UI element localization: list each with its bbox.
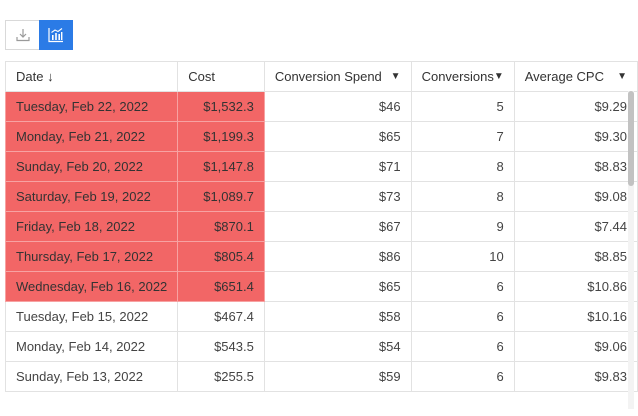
cost-cell: $255.5 xyxy=(177,361,265,392)
toolbar xyxy=(5,20,73,50)
conversion-spend-cell: $46 xyxy=(263,91,412,122)
table-row: Tuesday, Feb 15, 2022 $467.4 $58 6 $10.16 xyxy=(4,301,638,332)
date-cell: Sunday, Feb 13, 2022 xyxy=(4,361,179,392)
date-cell: Saturday, Feb 19, 2022 xyxy=(4,181,179,212)
column-header-conversions[interactable]: Conversions ▼ xyxy=(410,61,515,92)
cost-cell: $1,147.8 xyxy=(177,151,265,182)
average-cpc-cell: $8.85 xyxy=(513,241,638,272)
conversion-spend-cell: $71 xyxy=(263,151,412,182)
table-row: Friday, Feb 18, 2022 $870.1 $67 9 $7.44 xyxy=(4,211,638,242)
average-cpc-cell: $9.30 xyxy=(513,121,638,152)
average-cpc-cell: $9.06 xyxy=(513,331,638,362)
average-cpc-cell: $10.16 xyxy=(513,301,638,332)
table-row: Thursday, Feb 17, 2022 $805.4 $86 10 $8.85 xyxy=(4,241,638,272)
date-cell: Tuesday, Feb 15, 2022 xyxy=(4,301,179,332)
conversions-cell: 6 xyxy=(410,271,515,302)
column-header-date[interactable]: Date ↓ xyxy=(4,61,179,92)
cost-cell: $1,089.7 xyxy=(177,181,265,212)
cost-cell: $651.4 xyxy=(177,271,265,302)
table-row: Monday, Feb 14, 2022 $543.5 $54 6 $9.06 xyxy=(4,331,638,362)
average-cpc-cell: $9.08 xyxy=(513,181,638,212)
caret-down-icon[interactable]: ▼ xyxy=(617,71,627,82)
conversion-spend-cell: $58 xyxy=(263,301,412,332)
conversion-spend-cell: $65 xyxy=(263,121,412,152)
cost-cell: $805.4 xyxy=(177,241,265,272)
conversions-cell: 8 xyxy=(410,181,515,212)
conversions-cell: 9 xyxy=(410,211,515,242)
average-cpc-cell: $10.86 xyxy=(513,271,638,302)
conversions-cell: 5 xyxy=(410,91,515,122)
date-cell: Thursday, Feb 17, 2022 xyxy=(4,241,179,272)
table-row: Saturday, Feb 19, 2022 $1,089.7 $73 8 $9.08 xyxy=(4,181,638,212)
column-header-average-cpc-label: Average CPC xyxy=(524,69,604,84)
cost-cell: $870.1 xyxy=(177,211,265,242)
column-header-date-label: Date ↓ xyxy=(16,69,54,84)
scrollbar-track[interactable] xyxy=(628,91,634,409)
caret-down-icon[interactable]: ▼ xyxy=(390,71,401,82)
table-body: Tuesday, Feb 22, 2022 $1,532.3 $46 5 $9.29 Mo… xyxy=(4,91,638,392)
conversion-spend-cell: $67 xyxy=(263,211,412,242)
table-header-row: Date ↓ Cost Conversion Spend ▼ Conversio… xyxy=(4,61,638,92)
conversion-spend-cell: $73 xyxy=(263,181,412,212)
table-row: Tuesday, Feb 22, 2022 $1,532.3 $46 5 $9.29 xyxy=(4,91,638,122)
average-cpc-cell: $9.29 xyxy=(513,91,638,122)
data-table: Date ↓ Cost Conversion Spend ▼ Conversio… xyxy=(4,61,638,392)
chart-view-button[interactable] xyxy=(39,20,73,50)
column-header-conversion-spend[interactable]: Conversion Spend ▼ xyxy=(263,61,412,92)
conversion-spend-cell: $59 xyxy=(263,361,412,392)
caret-down-icon[interactable]: ▼ xyxy=(493,71,504,82)
conversions-cell: 6 xyxy=(410,331,515,362)
column-header-conversion-spend-label: Conversion Spend xyxy=(274,69,382,84)
average-cpc-cell: $7.44 xyxy=(513,211,638,242)
column-header-average-cpc[interactable]: Average CPC ▼ xyxy=(513,61,638,92)
cost-cell: $1,532.3 xyxy=(177,91,265,122)
download-button[interactable] xyxy=(5,20,39,50)
date-cell: Tuesday, Feb 22, 2022 xyxy=(4,91,179,122)
table-row: Monday, Feb 21, 2022 $1,199.3 $65 7 $9.30 xyxy=(4,121,638,152)
date-cell: Sunday, Feb 20, 2022 xyxy=(4,151,179,182)
table-row: Sunday, Feb 20, 2022 $1,147.8 $71 8 $8.83 xyxy=(4,151,638,182)
cost-cell: $1,199.3 xyxy=(177,121,265,152)
bar-chart-icon xyxy=(48,28,63,43)
conversions-cell: 8 xyxy=(410,151,515,182)
cost-cell: $543.5 xyxy=(177,331,265,362)
date-cell: Monday, Feb 14, 2022 xyxy=(4,331,179,362)
conversions-cell: 10 xyxy=(410,241,515,272)
average-cpc-cell: $8.83 xyxy=(513,151,638,182)
conversions-cell: 6 xyxy=(410,361,515,392)
cost-cell: $467.4 xyxy=(177,301,265,332)
scrollbar-thumb[interactable] xyxy=(628,91,634,186)
column-header-cost[interactable]: Cost xyxy=(177,61,265,92)
date-cell: Wednesday, Feb 16, 2022 xyxy=(4,271,179,302)
conversion-spend-cell: $54 xyxy=(263,331,412,362)
table-row: Sunday, Feb 13, 2022 $255.5 $59 6 $9.83 xyxy=(4,361,638,392)
column-header-conversions-label: Conversions xyxy=(421,69,494,84)
download-icon xyxy=(15,29,30,42)
conversion-spend-cell: $65 xyxy=(263,271,412,302)
conversions-cell: 6 xyxy=(410,301,515,332)
date-cell: Friday, Feb 18, 2022 xyxy=(4,211,179,242)
average-cpc-cell: $9.83 xyxy=(513,361,638,392)
date-cell: Monday, Feb 21, 2022 xyxy=(4,121,179,152)
conversion-spend-cell: $86 xyxy=(263,241,412,272)
column-header-cost-label: Cost xyxy=(188,69,216,84)
conversions-cell: 7 xyxy=(410,121,515,152)
table-row: Wednesday, Feb 16, 2022 $651.4 $65 6 $10.86 xyxy=(4,271,638,302)
